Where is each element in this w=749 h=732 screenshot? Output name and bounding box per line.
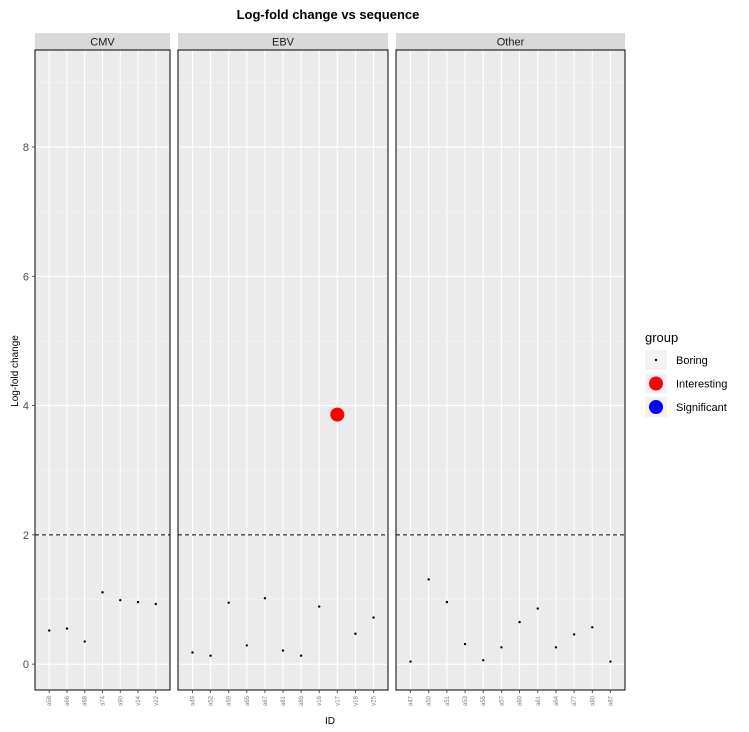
data-point <box>136 600 140 604</box>
data-point <box>191 651 194 654</box>
data-point <box>572 633 576 636</box>
x-tick-label: a53 <box>463 695 469 706</box>
x-tick-label: a67 <box>263 695 269 706</box>
data-point <box>463 642 467 646</box>
x-tick-label: a89 <box>299 695 305 706</box>
data-point <box>245 644 248 647</box>
x-tick-label: a87 <box>608 695 614 706</box>
legend-symbol <box>649 400 663 414</box>
panel-border <box>395 49 626 691</box>
legend-symbol <box>649 376 663 391</box>
data-point <box>263 597 267 600</box>
x-tick-label: a50 <box>427 695 433 706</box>
legend-label: Significant <box>676 402 727 414</box>
chart-title: Log-fold change vs sequence <box>237 7 420 22</box>
data-point <box>101 591 104 594</box>
facet-strip-label: EBV <box>272 37 295 49</box>
data-point <box>83 640 86 643</box>
data-point <box>500 646 503 649</box>
x-tick-label: a80 <box>590 695 596 706</box>
x-tick-label: a47 <box>409 695 415 706</box>
x-tick-label: v25 <box>372 695 378 705</box>
x-tick-label: a68 <box>83 695 89 706</box>
data-point <box>48 629 51 632</box>
x-tick-label: a60 <box>518 695 524 706</box>
y-tick-label: 6 <box>23 271 29 283</box>
panel-background <box>396 50 625 690</box>
legend: group Boring Interesting Significant <box>645 330 727 417</box>
x-tick-label: v14 <box>136 695 142 705</box>
x-tick-label: a65 <box>245 695 251 706</box>
data-point <box>609 660 612 663</box>
facet-strip <box>396 33 625 50</box>
x-tick-label: a55 <box>481 695 487 706</box>
data-point <box>209 654 212 657</box>
data-point <box>518 620 521 624</box>
data-point <box>65 627 69 630</box>
x-tick-label: a81 <box>281 695 287 706</box>
x-tick-label: v16 <box>317 695 323 705</box>
data-point <box>536 607 539 610</box>
panel-cmv: CMV a58 a66 a68 a74 a90 v14 v22 <box>34 33 171 706</box>
x-tick-label: a58 <box>47 695 53 706</box>
y-tick-label: 4 <box>23 401 29 413</box>
data-point <box>119 598 122 602</box>
data-point <box>445 600 449 604</box>
x-tick-label: a74 <box>101 695 107 706</box>
y-tick-label: 0 <box>23 659 29 671</box>
x-tick-label: a66 <box>65 695 71 706</box>
y-axis-title: Log-fold change <box>10 335 21 407</box>
data-point <box>372 616 375 619</box>
panel-ebv: EBV a49 a52 a59 a65 a67 a81 a89 v16 v17 v18 v25 <box>177 33 389 706</box>
x-tick-label: a52 <box>209 695 215 706</box>
data-point <box>482 659 485 662</box>
x-tick-label: a57 <box>499 695 505 706</box>
data-point <box>354 632 357 635</box>
data-point <box>227 601 230 604</box>
data-point <box>154 602 157 606</box>
legend-title: group <box>645 330 678 345</box>
y-tick-label: 2 <box>23 530 29 542</box>
y-tick-label: 8 <box>23 142 29 154</box>
x-tick-label: a77 <box>572 695 578 706</box>
panel-other: Other a47 a50 a51 a53 a55 a57 a60 a61 a64 a77 a80 a8… <box>395 33 626 706</box>
facet-strip-label: Other <box>497 37 525 49</box>
facet-panels: CMV a58 a66 a68 a74 a90 v14 v22 EBV a49 a52 a59 a65 a… <box>34 33 626 706</box>
legend-label: Boring <box>676 355 708 367</box>
x-tick-label: a59 <box>227 695 233 706</box>
data-point <box>330 407 345 422</box>
x-tick-label: a61 <box>536 695 542 706</box>
x-tick-label: v22 <box>154 695 160 705</box>
data-point <box>591 626 594 629</box>
x-tick-label: a51 <box>445 695 451 706</box>
y-axis: 0 2 4 6 8 <box>23 142 35 671</box>
data-point <box>299 654 303 657</box>
data-point <box>281 649 285 652</box>
legend-label: Interesting <box>676 379 727 391</box>
data-point <box>318 605 321 608</box>
data-point <box>554 646 558 649</box>
x-tick-label: a90 <box>118 695 124 706</box>
data-point <box>427 578 430 581</box>
x-tick-label: v17 <box>335 695 341 705</box>
legend-symbol <box>654 358 658 362</box>
x-tick-label: a64 <box>554 695 560 706</box>
x-tick-label: v18 <box>353 695 359 705</box>
x-tick-label: a49 <box>190 695 196 706</box>
x-axis-title: ID <box>325 716 335 727</box>
data-point <box>409 660 412 663</box>
facet-strip <box>178 33 388 50</box>
facet-strip <box>35 33 170 50</box>
facet-strip-label: CMV <box>90 37 115 49</box>
